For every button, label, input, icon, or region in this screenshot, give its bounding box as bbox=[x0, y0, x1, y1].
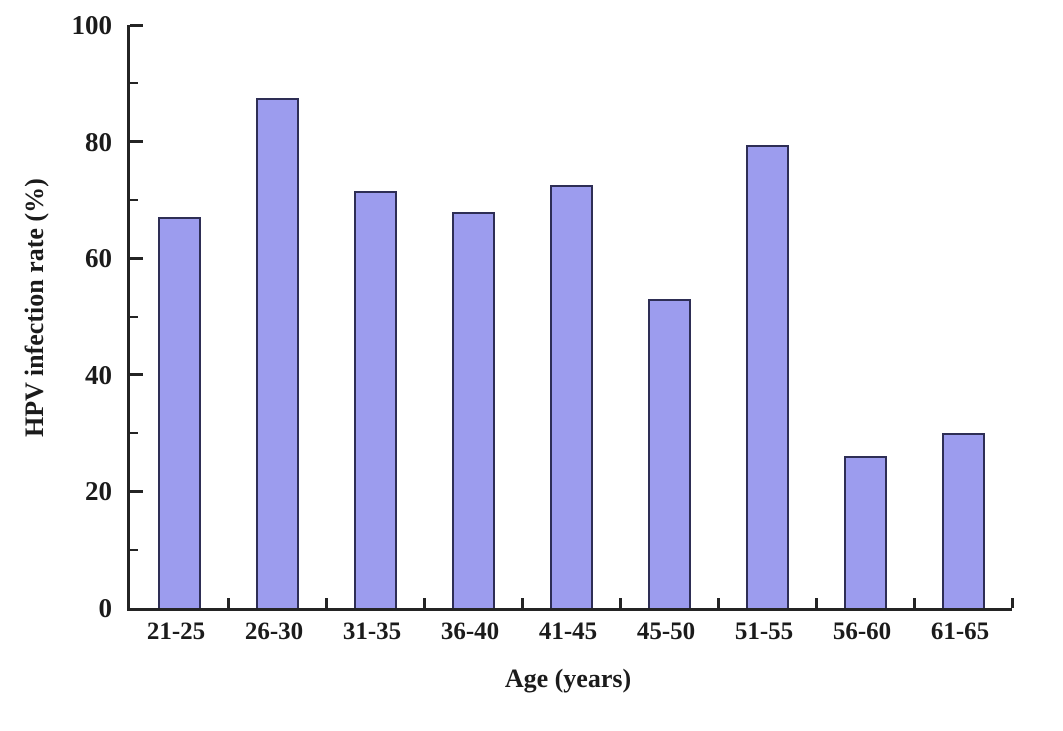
x-boundary-tick-3 bbox=[422, 598, 426, 608]
plot-area bbox=[127, 23, 1014, 611]
x-boundary-tick-5 bbox=[618, 598, 622, 608]
y-major-tick-40 bbox=[130, 373, 143, 377]
x-category-label-26-30: 26-30 bbox=[244, 618, 304, 645]
y-tick-label-60: 60 bbox=[85, 243, 112, 274]
bar-26-30 bbox=[255, 97, 299, 608]
bar-31-35 bbox=[353, 191, 397, 608]
y-minor-tick-10 bbox=[130, 548, 138, 551]
y-tick-label-80: 80 bbox=[85, 126, 112, 157]
x-category-label-31-35: 31-35 bbox=[342, 618, 402, 645]
bar-41-45 bbox=[549, 185, 593, 608]
x-boundary-tick-1 bbox=[226, 598, 230, 608]
y-minor-tick-50 bbox=[130, 315, 138, 318]
y-tick-label-40: 40 bbox=[85, 359, 112, 390]
bar-51-55 bbox=[745, 144, 789, 608]
y-major-tick-20 bbox=[130, 489, 143, 493]
bar-21-25 bbox=[157, 217, 201, 608]
bar-45-50 bbox=[647, 299, 691, 608]
y-major-tick-100 bbox=[130, 23, 143, 27]
x-category-label-51-55: 51-55 bbox=[734, 618, 794, 645]
x-boundary-tick-9 bbox=[1010, 598, 1014, 608]
x-boundary-tick-4 bbox=[520, 598, 524, 608]
x-category-label-61-65: 61-65 bbox=[930, 618, 990, 645]
bar-56-60 bbox=[843, 456, 887, 608]
y-tick-label-20: 20 bbox=[85, 476, 112, 507]
x-boundary-tick-7 bbox=[814, 598, 818, 608]
y-tick-label-0: 0 bbox=[98, 593, 113, 623]
y-major-tick-60 bbox=[130, 256, 143, 260]
x-category-label-41-45: 41-45 bbox=[538, 618, 598, 645]
x-category-label-36-40: 36-40 bbox=[440, 618, 500, 645]
y-minor-tick-70 bbox=[130, 198, 138, 201]
x-boundary-tick-2 bbox=[324, 598, 328, 608]
y-tick-label-100: 100 bbox=[71, 10, 113, 40]
x-category-label-56-60: 56-60 bbox=[832, 618, 892, 645]
x-boundary-tick-6 bbox=[716, 598, 720, 608]
x-category-label-45-50: 45-50 bbox=[636, 618, 696, 645]
y-axis-title: HPV infection rate (%) bbox=[20, 178, 49, 437]
x-boundary-tick-8 bbox=[912, 598, 916, 608]
y-minor-tick-90 bbox=[130, 82, 138, 85]
y-major-tick-80 bbox=[130, 140, 143, 144]
y-minor-tick-30 bbox=[130, 432, 138, 435]
bar-61-65 bbox=[941, 433, 985, 608]
bar-36-40 bbox=[451, 211, 495, 608]
x-category-label-21-25: 21-25 bbox=[146, 618, 206, 645]
x-axis-title: Age (years) bbox=[504, 664, 632, 693]
